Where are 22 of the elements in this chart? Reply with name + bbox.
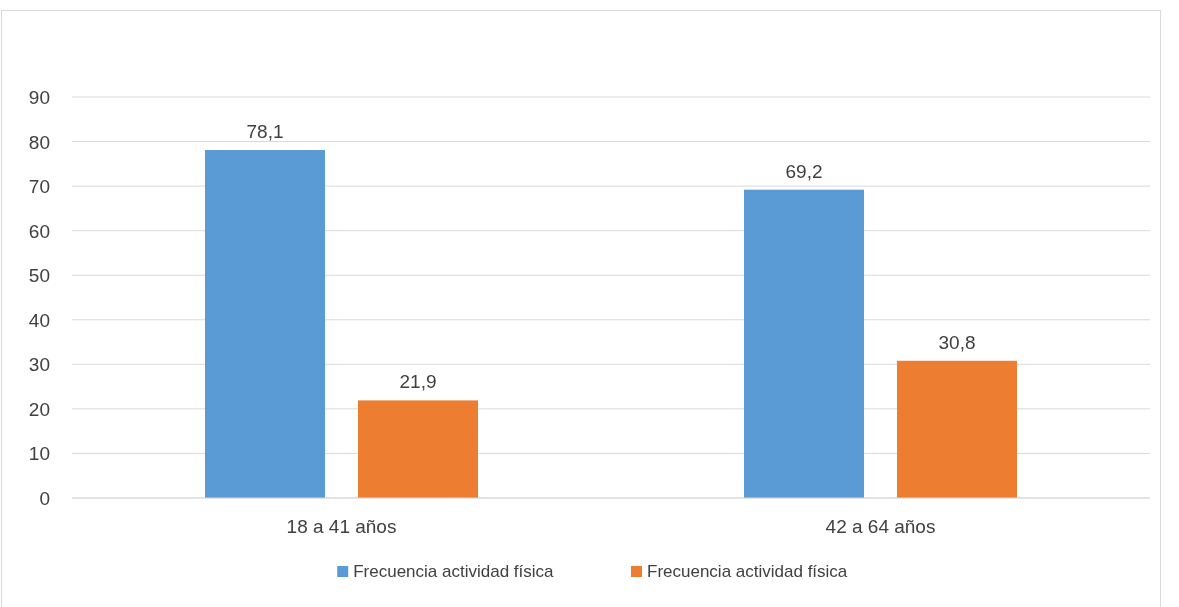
y-tick-label: 70 (28, 176, 50, 198)
y-tick-label: 10 (28, 443, 50, 465)
y-tick-label: 0 (39, 488, 50, 509)
y-tick-label: 60 (28, 220, 50, 242)
y-tick-label: 30 (28, 354, 50, 376)
bar (205, 150, 325, 498)
data-label: 21,9 (399, 371, 437, 393)
y-tick-label: 20 (28, 398, 50, 420)
bar (897, 360, 1017, 498)
x-tick-label: 42 a 64 años (825, 516, 936, 537)
x-tick-label: 18 a 41 años (286, 516, 397, 537)
y-tick-label: 80 (28, 131, 50, 153)
y-tick-label: 50 (28, 265, 50, 287)
legend-label: Frecuencia actividad física (353, 562, 555, 581)
y-tick-label: 40 (28, 309, 50, 331)
y-tick-label: 90 (28, 87, 50, 108)
data-label: 69,2 (785, 160, 823, 182)
legend-label: Frecuencia actividad física (647, 562, 848, 581)
bar (744, 189, 864, 498)
bar (358, 400, 478, 498)
data-label: 30,8 (938, 331, 976, 353)
data-label: 78,1 (246, 121, 284, 143)
